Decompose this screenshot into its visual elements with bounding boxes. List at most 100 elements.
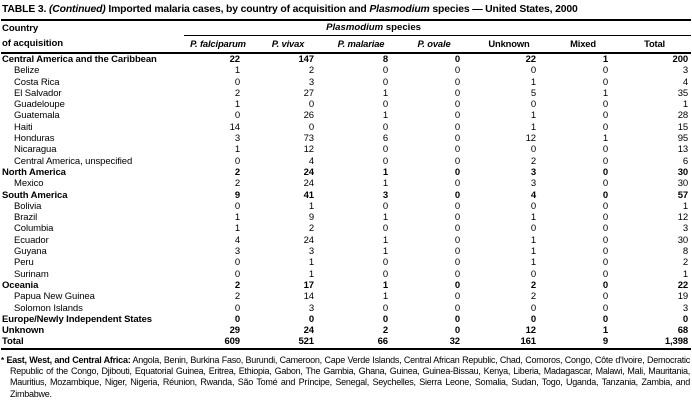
cell-value: 3	[234, 246, 240, 258]
cell-value: 3	[234, 133, 240, 145]
cell-value: 1	[682, 268, 689, 280]
cell-value: 3	[682, 302, 689, 314]
cell-value: 0	[454, 65, 460, 77]
row-label: Haiti	[14, 121, 33, 133]
cell-value: 0	[234, 200, 240, 212]
cell-value: 0	[530, 200, 536, 212]
cell-value: 19	[677, 291, 689, 303]
cell-value: 0	[454, 234, 460, 246]
cell-value: 0	[382, 76, 388, 88]
row-label: South America	[2, 189, 68, 201]
cell-value: 1	[530, 121, 536, 133]
cell-value: 12	[303, 144, 314, 156]
cell-value: 0	[530, 65, 536, 77]
cell-value: 1	[382, 110, 388, 122]
row-label: Unknown	[2, 325, 45, 337]
cell-value: 1	[234, 144, 240, 156]
malaria-cases-table: Country Plasmodium species of acquisitio…	[1, 19, 692, 350]
cell-value: 0	[382, 121, 388, 133]
cell-value: 41	[303, 189, 314, 201]
cell-value: 8	[682, 246, 689, 258]
cell-value: 0	[602, 144, 608, 156]
cell-value: 200	[672, 54, 689, 65]
cell-value: 68	[677, 325, 689, 337]
footnote-marker: *	[1, 355, 4, 365]
row-label: Surinam	[14, 268, 49, 280]
cell-value: 22	[229, 54, 240, 65]
cell-value: 0	[454, 291, 460, 303]
row-label: Oceania	[2, 279, 39, 291]
cell-value: 0	[602, 223, 608, 235]
cell-value: 0	[234, 110, 240, 122]
cell-value: 0	[602, 178, 608, 190]
cell-value: 0	[234, 302, 240, 314]
cell-value: 2	[382, 325, 388, 337]
table-row: Surinam 0 1 0 0 0 0 1	[1, 269, 691, 280]
cell-value: 1	[602, 87, 608, 99]
cell-value: 0	[454, 313, 460, 325]
cell-value: 1	[382, 87, 388, 99]
cell-value: 2	[682, 257, 689, 269]
cell-value: 57	[677, 189, 689, 201]
cell-value: 3	[308, 302, 314, 314]
table-row: Central America, unspecified 0 4 0 0 2 0 6	[1, 156, 691, 167]
table-row: Total 609 521 66 32 161 9 1,398	[1, 336, 692, 350]
table-row: Nicaragua 1 12 0 0 0 0 13	[1, 144, 691, 155]
cell-value: 95	[677, 133, 689, 145]
cell-value: 1	[530, 76, 536, 88]
column-header: Total	[618, 35, 692, 54]
cell-value: 35	[677, 87, 689, 99]
cell-value: 1	[234, 65, 240, 77]
cell-value: 0	[382, 223, 388, 235]
cell-value: 4	[530, 189, 536, 201]
table-row: El Salvador 2 27 1 0 5 1 35	[1, 88, 691, 99]
cell-value: 3	[308, 76, 314, 88]
cell-value: 0	[602, 155, 608, 167]
cell-value: 12	[525, 133, 536, 145]
cell-value: 0	[454, 110, 460, 122]
table-row: Brazil 1 9 1 0 1 0 12	[1, 212, 691, 223]
cell-value: 22	[525, 54, 536, 65]
cell-value: 0	[382, 65, 388, 77]
cell-value: 24	[303, 166, 314, 178]
cell-value: 161	[470, 336, 548, 350]
cell-value: 2	[234, 166, 240, 178]
cell-value: 22	[677, 279, 689, 291]
cell-value: 3	[530, 178, 536, 190]
cell-value: 0	[454, 268, 460, 280]
cell-value: 30	[677, 234, 689, 246]
cell-value: 0	[382, 302, 388, 314]
cell-value: 0	[454, 246, 460, 258]
table-row: Peru 0 1 0 0 1 0 2	[1, 257, 691, 268]
cell-value: 0	[454, 257, 460, 269]
cell-value: 27	[303, 87, 314, 99]
cell-value: 0	[530, 144, 536, 156]
cell-value: 0	[602, 200, 608, 212]
country-column-header-line1: Country	[1, 19, 184, 35]
cell-value: 3	[382, 189, 388, 201]
cell-value: 0	[382, 257, 388, 269]
row-label: Nicaragua	[14, 144, 57, 156]
cell-value: 3	[530, 166, 536, 178]
cell-value: 0	[454, 200, 460, 212]
cell-value: 4	[234, 234, 240, 246]
cell-value: 66	[324, 336, 398, 350]
cell-value: 0	[382, 99, 388, 111]
cell-value: 0	[530, 313, 536, 325]
cell-value: 0	[454, 155, 460, 167]
cell-value: 5	[530, 87, 536, 99]
cell-value: 0	[602, 99, 608, 111]
table-header: Country Plasmodium species of acquisitio…	[1, 19, 692, 54]
cell-value: 2	[234, 291, 240, 303]
cell-value: 1	[382, 166, 388, 178]
column-header: P. vivax	[252, 35, 324, 54]
cell-value: 0	[602, 234, 608, 246]
cell-value: 1	[530, 234, 536, 246]
cell-value: 15	[677, 121, 689, 133]
cell-value: 0	[602, 291, 608, 303]
cell-value: 2	[234, 279, 240, 291]
cell-value: 1	[308, 268, 314, 280]
cell-value: 32	[398, 336, 470, 350]
table-body: Central America and the Caribbean 22 147 8 0…	[1, 53, 692, 350]
